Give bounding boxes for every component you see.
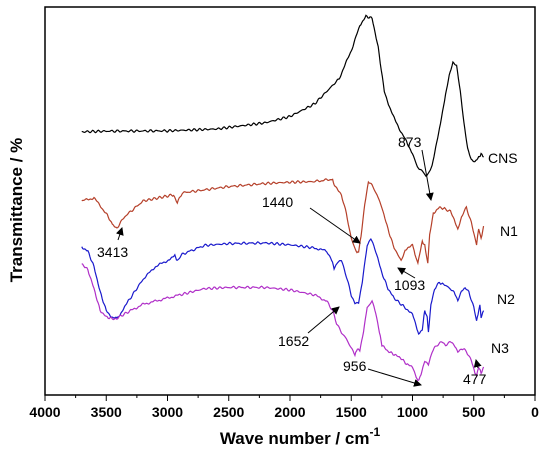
series-line-cns bbox=[81, 14, 484, 178]
annotation-label-956: 956 bbox=[343, 358, 367, 374]
annotation-label-1440: 1440 bbox=[262, 194, 293, 210]
x-tick-label-2000: 2000 bbox=[274, 404, 305, 420]
annotation-label-1093: 1093 bbox=[394, 277, 425, 293]
annotation-arrow-1652 bbox=[307, 306, 340, 334]
annotation-arrow-477 bbox=[473, 359, 482, 369]
annotation-label-3413: 3413 bbox=[97, 244, 128, 260]
x-tick-label-4000: 4000 bbox=[29, 404, 60, 420]
y-axis-title: Transmittance / % bbox=[7, 138, 26, 283]
x-tick-label-0: 0 bbox=[531, 404, 539, 420]
annotation-label-1652: 1652 bbox=[278, 333, 309, 349]
series-label-n3: N3 bbox=[491, 340, 509, 356]
x-ticks: 4000 3500 3000 2500 2000 1500 1000 500 0 bbox=[29, 395, 539, 420]
series-line-n1 bbox=[81, 178, 485, 266]
x-tick-label-1000: 1000 bbox=[397, 404, 428, 420]
x-tick-label-3000: 3000 bbox=[152, 404, 183, 420]
series-line-n2 bbox=[81, 238, 485, 336]
annotation-label-873: 873 bbox=[398, 134, 422, 150]
series-labels: CNS N1 N2 N3 bbox=[488, 150, 518, 356]
annotation-arrow-956 bbox=[367, 368, 422, 387]
series-label-cns: CNS bbox=[488, 150, 518, 166]
x-axis-title: Wave number / cm-1 bbox=[220, 425, 381, 448]
series-label-n1: N1 bbox=[500, 223, 518, 239]
x-tick-label-2500: 2500 bbox=[213, 404, 244, 420]
x-axis-title-sup: -1 bbox=[369, 425, 380, 439]
x-tick-label-1500: 1500 bbox=[336, 404, 367, 420]
annotation-label-477: 477 bbox=[463, 371, 487, 387]
series-label-n2: N2 bbox=[497, 291, 515, 307]
x-tick-label-500: 500 bbox=[462, 404, 486, 420]
annotation-arrow-873 bbox=[421, 149, 434, 201]
annotation-arrow-3413 bbox=[115, 227, 124, 241]
annotation-layer: 873 1440 3413 1093 1652 956 477 bbox=[97, 134, 487, 387]
annotation-arrow-1093 bbox=[397, 267, 416, 279]
annotation-arrow-1440 bbox=[309, 207, 361, 244]
x-axis-title-text: Wave number / cm bbox=[220, 429, 370, 448]
x-tick-label-3500: 3500 bbox=[91, 404, 122, 420]
